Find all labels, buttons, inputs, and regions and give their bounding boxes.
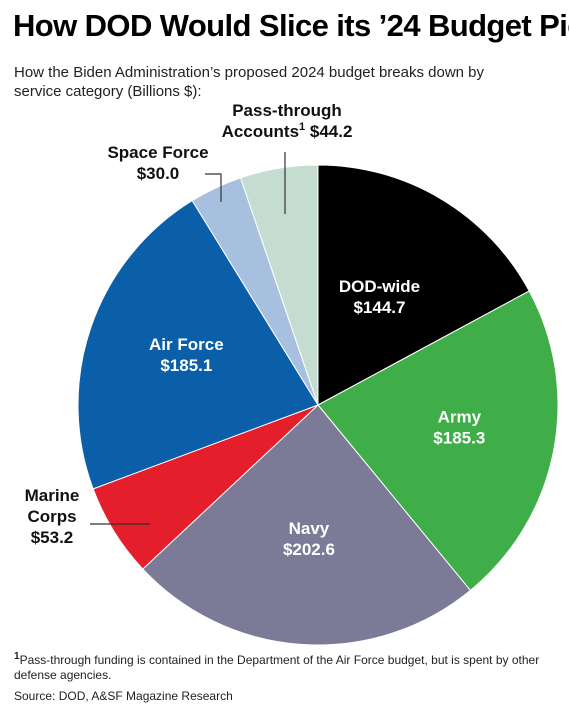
- chart-subtitle: How the Biden Administration’s proposed …: [14, 64, 485, 100]
- source-note: Source: DOD, A&SF Magazine Research: [14, 689, 233, 703]
- slice-label-marine-corps-line1: Marine: [25, 486, 80, 505]
- slice-label-air-force-line1: Air Force: [149, 335, 224, 354]
- slice-label-army-line1: Army: [438, 408, 482, 427]
- pie-slice-pass-through-accounts: [239, 164, 319, 406]
- pie-slice-air-force: [77, 199, 319, 490]
- slice-label-pass-through-accounts-line2: Accounts1 $44.2: [222, 121, 353, 141]
- leader-line-space-force: [205, 173, 222, 202]
- footnote-text: Pass-through funding is contained in the…: [14, 653, 540, 682]
- pie-slice-dod-wide: [317, 164, 530, 406]
- pie-slice-army: [317, 290, 559, 592]
- slice-label-dod-wide-line1: DOD-wide: [339, 277, 420, 296]
- pie-slice-navy: [142, 404, 472, 646]
- slice-label-navy-line1: Navy: [289, 519, 330, 538]
- slice-value-navy: $202.6: [283, 540, 335, 559]
- slice-label-marine-corps-line2: Corps: [27, 507, 76, 526]
- slice-value-space-force: $30.0: [137, 164, 180, 183]
- footnote: 1Pass-through funding is contained in th…: [14, 649, 559, 683]
- slice-value-dod-wide: $144.7: [353, 298, 405, 317]
- chart-title: How DOD Would Slice its ’24 Budget Pie: [13, 8, 569, 43]
- slice-value-marine-corps: $53.2: [31, 528, 74, 547]
- slice-label-pass-through-accounts-line1: Pass-through: [232, 101, 342, 120]
- slice-value-army: $185.3: [433, 429, 485, 448]
- slice-label-space-force-line1: Space Force: [107, 143, 208, 162]
- footnote-mark: 1: [14, 651, 20, 662]
- slice-value-air-force: $185.1: [160, 356, 212, 375]
